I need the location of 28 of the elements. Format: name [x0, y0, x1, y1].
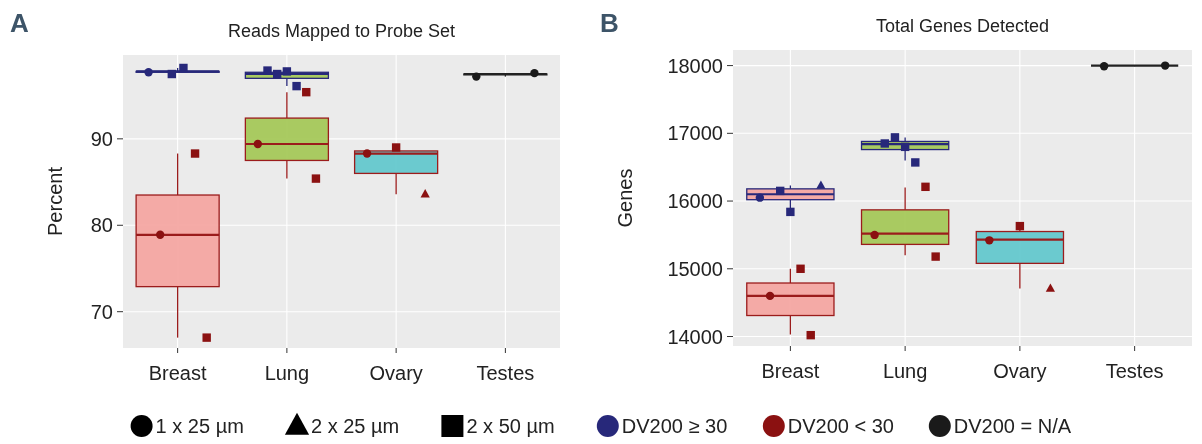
x-tick-label: Lung: [264, 362, 310, 384]
y-tick-label: 14000: [667, 325, 723, 348]
y-axis-title: Genes: [614, 168, 636, 228]
text: A: [10, 8, 29, 38]
x-tick-label: Testes: [1105, 360, 1164, 382]
text: B: [600, 8, 619, 38]
x-tick-label: Breast: [148, 362, 207, 384]
y-tick-label: 18000: [667, 54, 723, 77]
y-tick-label: 16000: [667, 190, 723, 213]
y-tick-label: 17000: [667, 122, 723, 145]
y-tick-label: 70: [90, 300, 113, 323]
x-tick-label: Breast: [761, 360, 820, 382]
x-tick-label: Lung: [882, 360, 928, 382]
y-tick-label: 90: [90, 127, 113, 150]
legend-label: DV200 = N/A: [953, 415, 1072, 438]
text: 2 x 25 µm: [311, 415, 400, 438]
legend-label: DV200 ≥ 30: [621, 415, 728, 438]
y-tick-label: 80: [90, 214, 113, 237]
text: 1 x 25 µm: [155, 415, 244, 438]
chart-title: Reads Mapped to Probe Set: [227, 21, 456, 41]
x-tick-label: Ovary: [369, 362, 423, 384]
y-axis-title: Percent: [44, 166, 66, 236]
chart-title: Total Genes Detected: [875, 16, 1050, 36]
y-tick-label: 15000: [667, 257, 723, 280]
text: 2 x 50 µm: [466, 415, 555, 438]
x-tick-label: Ovary: [993, 360, 1047, 382]
x-tick-label: Testes: [476, 362, 535, 384]
legend-label: DV200 < 30: [787, 415, 894, 438]
